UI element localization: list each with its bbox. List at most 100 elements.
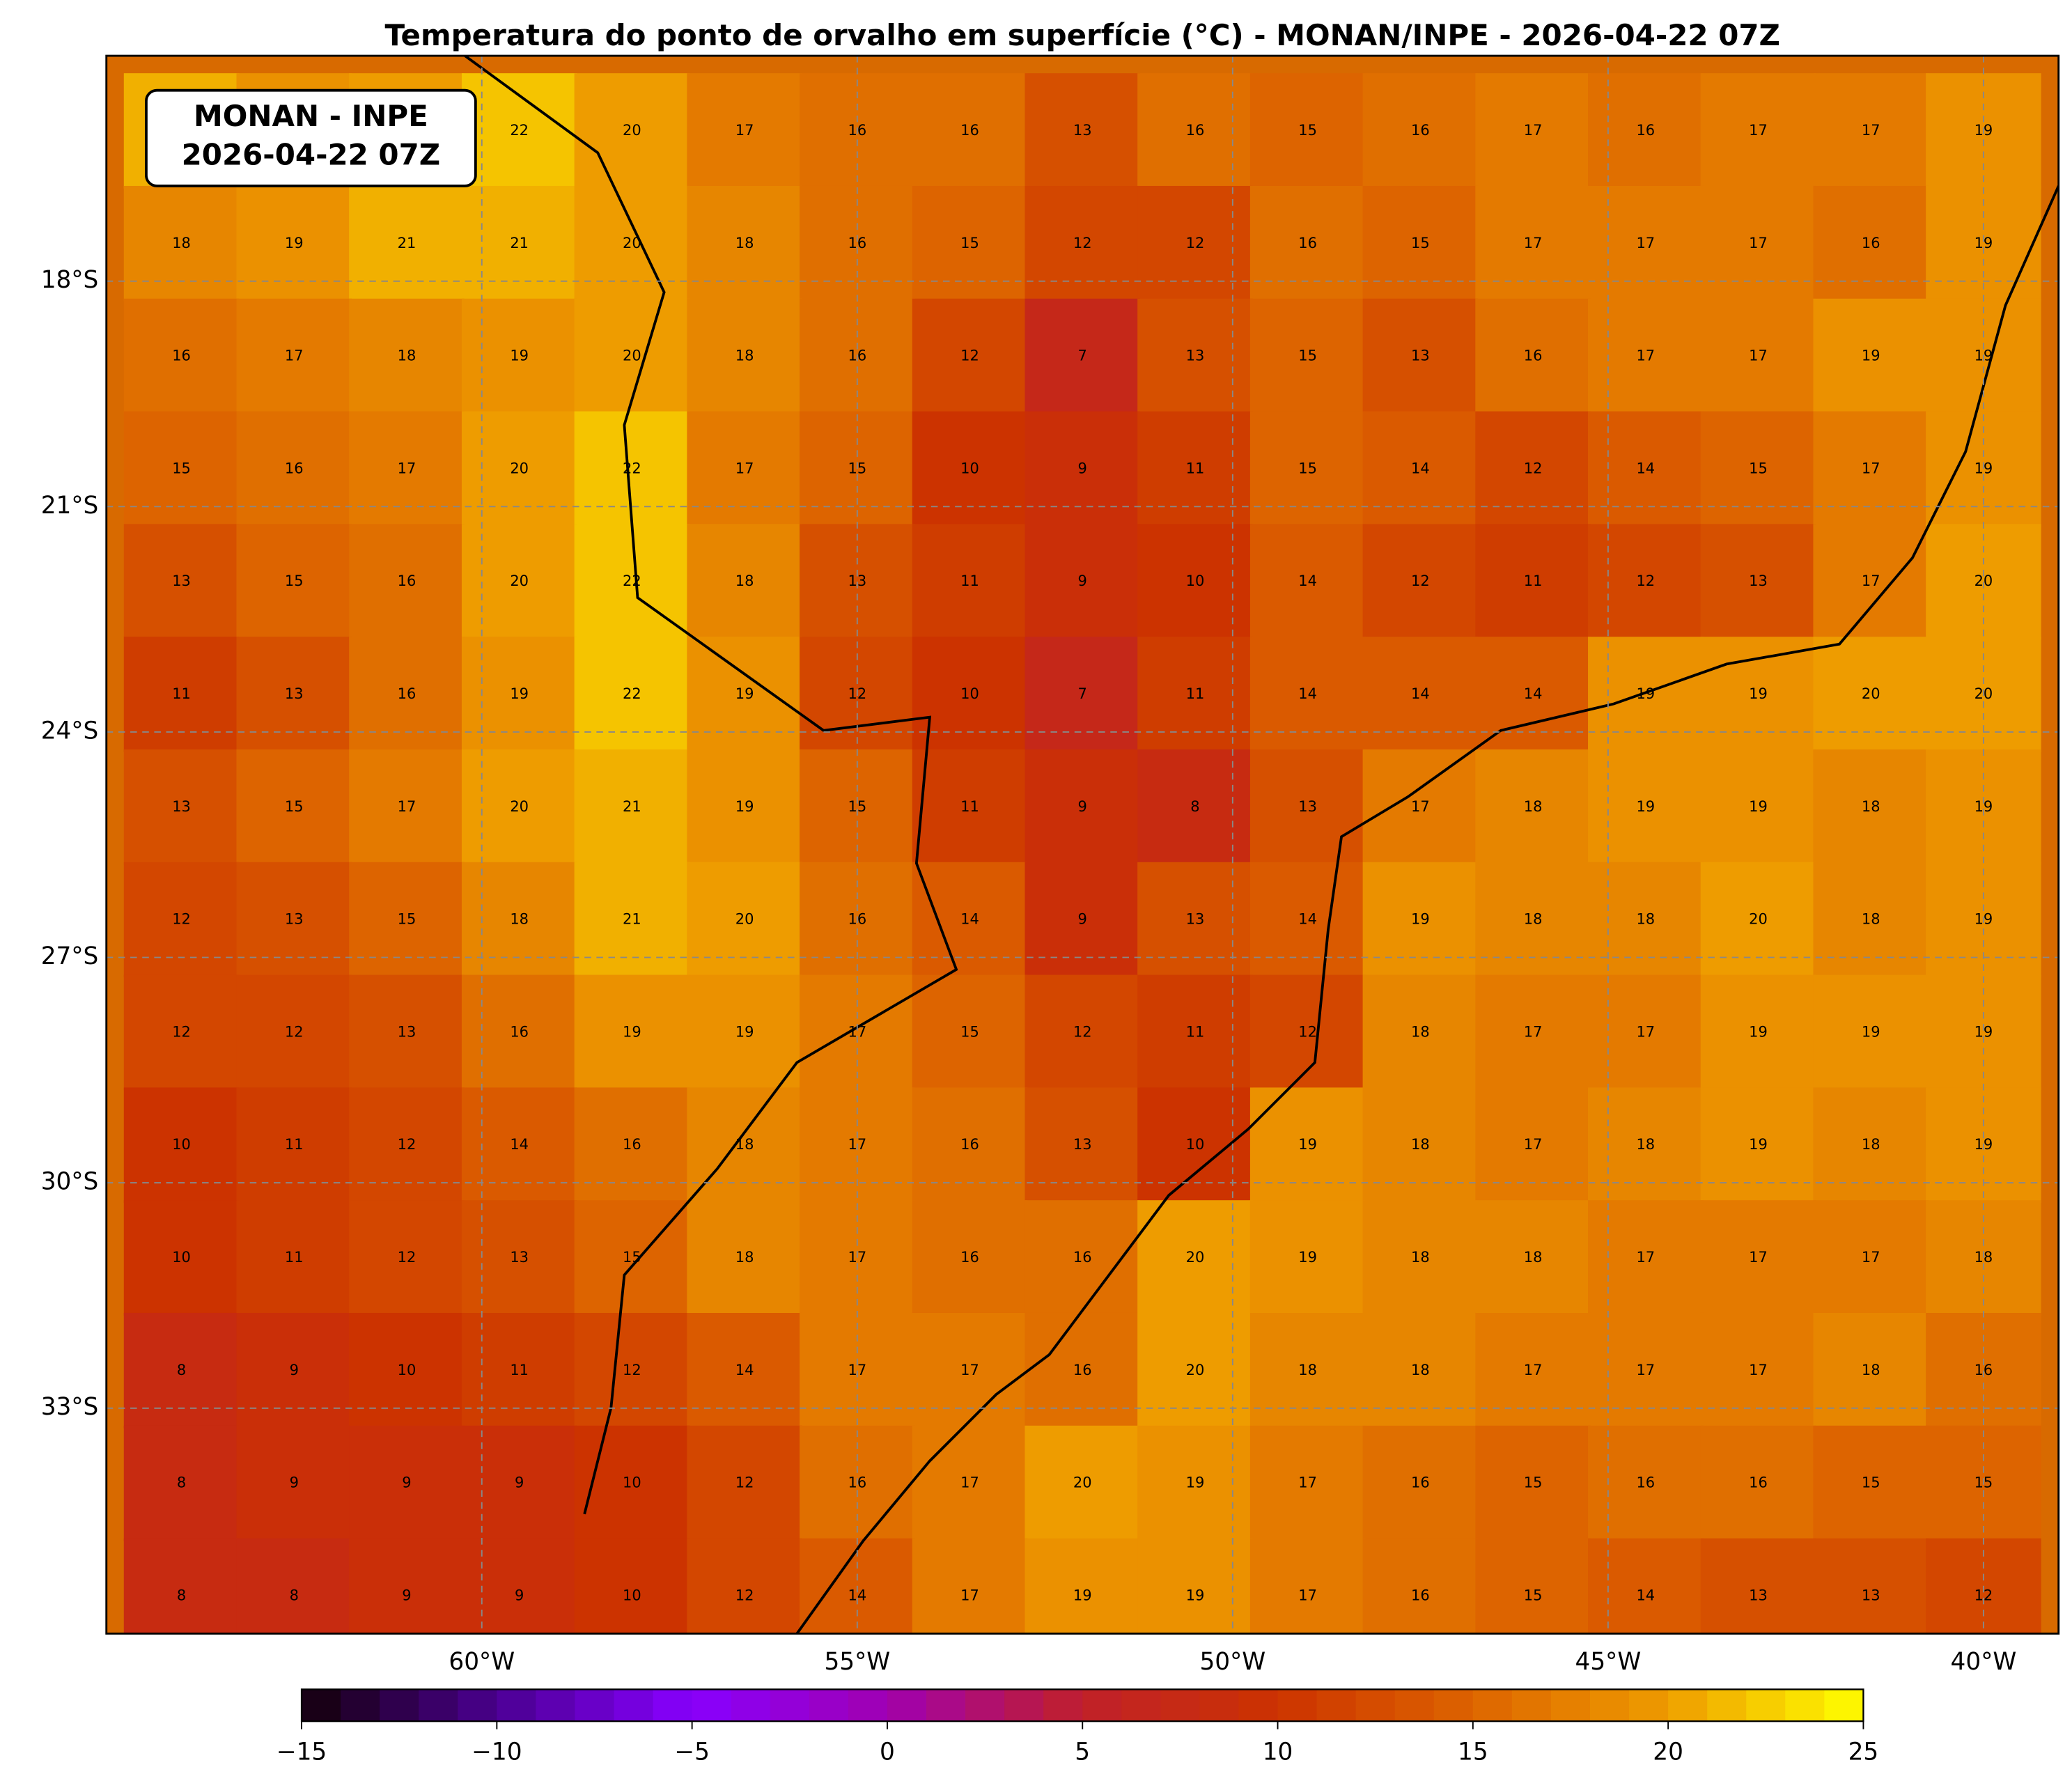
colorbar-tick-label: −15 (276, 1738, 327, 1766)
field-cell (1588, 1312, 1704, 1429)
field-cell (349, 637, 465, 752)
cell-label: 19 (1862, 348, 1880, 364)
cell-label: 17 (1636, 1023, 1655, 1040)
field-cell (1137, 637, 1253, 752)
field-cell (349, 411, 465, 527)
field-cell (912, 1087, 1028, 1204)
colorbar-segment (614, 1689, 654, 1722)
cell-label: 17 (960, 1587, 979, 1603)
annotation-line: 2026-04-22 07Z (182, 138, 441, 172)
cell-label: 16 (510, 1023, 529, 1040)
cell-label: 12 (623, 1362, 641, 1378)
cell-label: 18 (1524, 911, 1543, 928)
field-cell (1137, 862, 1253, 978)
field-cell (1475, 1538, 1591, 1634)
colorbar-segment (1707, 1689, 1747, 1722)
cell-label: 13 (1411, 348, 1430, 364)
cell-label: 13 (172, 573, 191, 589)
field-cell (1700, 1087, 1816, 1204)
colorbar-segment (575, 1689, 615, 1722)
cell-label: 16 (1636, 1475, 1655, 1491)
field-cell (349, 749, 465, 865)
cell-label: 16 (960, 122, 979, 139)
field-cell (1249, 1312, 1366, 1429)
cell-label: 16 (1073, 1362, 1092, 1378)
cell-label: 13 (1298, 798, 1317, 815)
field-cell (1137, 1087, 1253, 1204)
colorbar-segment (1550, 1689, 1591, 1722)
field-cell (461, 73, 577, 189)
cell-label: 15 (1524, 1587, 1543, 1603)
field-cell (236, 411, 352, 527)
cell-label: 16 (1524, 348, 1543, 364)
field-cell (1362, 298, 1479, 414)
cell-label: 12 (1073, 235, 1092, 251)
cell-label: 17 (1636, 348, 1655, 364)
field-cell (1588, 185, 1704, 302)
field-cell (1813, 1087, 1929, 1204)
cell-label: 19 (285, 235, 304, 251)
cell-label: 20 (623, 348, 641, 364)
colorbar-segment (731, 1689, 771, 1722)
colorbar-segment (692, 1689, 732, 1722)
field-cell (574, 1425, 690, 1541)
field-cell (123, 1312, 240, 1429)
cell-label: 17 (1524, 122, 1543, 139)
field-cell (1025, 524, 1140, 639)
cell-label: 17 (1524, 1362, 1543, 1378)
cell-label: 8 (290, 1587, 299, 1603)
field-cell (1475, 862, 1591, 978)
field-cell (123, 1538, 240, 1634)
field-cell (912, 524, 1028, 639)
annotation-line: MONAN - INPE (194, 99, 428, 133)
field-cell (574, 73, 690, 189)
cell-label: 11 (1186, 685, 1205, 702)
field-cell (236, 1087, 352, 1204)
colorbar-tick-label: 20 (1653, 1738, 1683, 1766)
cell-label: 17 (1749, 235, 1768, 251)
field-cell (1249, 298, 1366, 414)
cell-label: 10 (960, 685, 979, 702)
field-cell (687, 1087, 802, 1204)
cell-label: 10 (623, 1475, 641, 1491)
cell-label: 17 (1298, 1587, 1317, 1603)
field-cell (1249, 749, 1366, 865)
field-cell (1700, 185, 1816, 302)
field-cell (1362, 1312, 1479, 1429)
cell-label: 18 (1524, 1249, 1543, 1266)
field-cell (349, 298, 465, 414)
map-frame (105, 54, 2060, 1635)
cell-label: 20 (1749, 911, 1768, 928)
cell-label: 16 (172, 348, 191, 364)
annotation-box (145, 88, 477, 187)
field-cell (349, 1538, 465, 1634)
field-cell (687, 1200, 802, 1316)
cell-label: 17 (285, 348, 304, 364)
field-cell (1249, 411, 1366, 527)
field-cell (1025, 73, 1140, 189)
field-cell (461, 1087, 577, 1204)
cell-label: 8 (1190, 798, 1199, 815)
colorbar-segment (419, 1689, 459, 1722)
cell-label: 13 (1186, 911, 1205, 928)
field-cell (1588, 1087, 1704, 1204)
cell-label: 9 (290, 1362, 299, 1378)
field-cell (1813, 1312, 1929, 1429)
cell-label: 11 (1524, 573, 1543, 589)
field-cell (123, 637, 240, 752)
field-cell (1813, 749, 1929, 865)
cell-label: 13 (1186, 348, 1205, 364)
field-cell (1588, 524, 1704, 639)
coast-line (795, 185, 2059, 1634)
cell-label: 12 (735, 1475, 754, 1491)
cell-label: 16 (398, 573, 416, 589)
field-cell (574, 1538, 690, 1634)
field-cell (1813, 73, 1929, 189)
cell-label: 12 (1186, 235, 1205, 251)
field: 21 19 20 22 20 17 16 16 13 16 15 16 17 16 17 17 19 18 19 21… (123, 73, 2041, 1634)
colorbar-segment (1121, 1689, 1162, 1722)
field-cell (461, 974, 577, 1091)
cell-label: 17 (735, 460, 754, 476)
field-cell (236, 1538, 352, 1634)
colorbar-segment (536, 1689, 576, 1722)
